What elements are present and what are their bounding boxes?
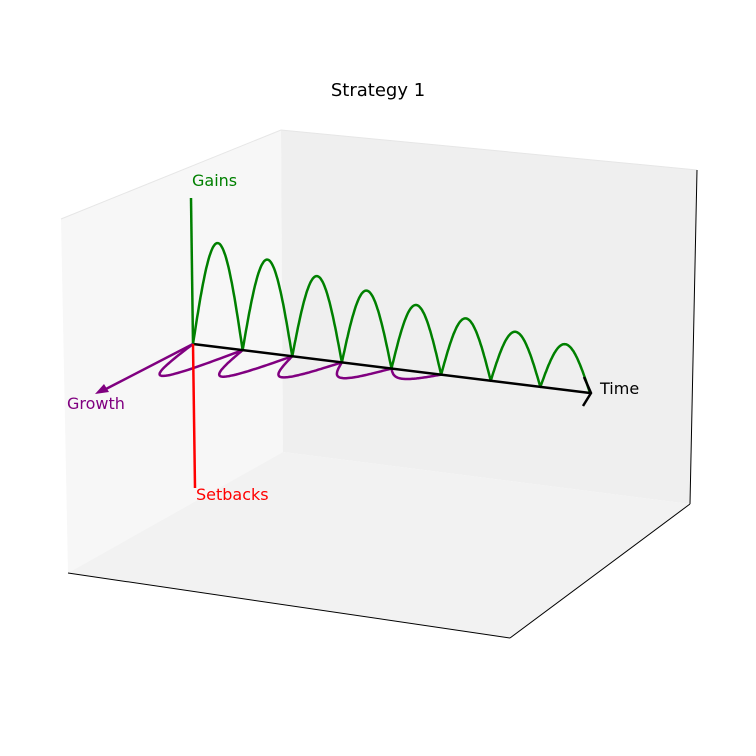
setbacks-axis-line	[191, 343, 197, 489]
axis-arrows	[95, 197, 593, 489]
axes-panes	[60, 129, 698, 639]
time-axis-arrowhead	[581, 376, 593, 407]
back-pane	[281, 130, 697, 504]
series-line-1	[158, 343, 442, 381]
gains-axis-line	[189, 197, 195, 345]
left-pane	[61, 130, 283, 573]
growth-axis-line	[103, 342, 194, 392]
floor-pane	[68, 452, 690, 638]
growth-axis-label: Growth	[67, 394, 125, 413]
growth-axis-arrowhead	[95, 384, 109, 394]
chart-title: Strategy 1	[331, 80, 425, 101]
pane-edge-floor-front	[67, 572, 511, 639]
time-axis-line	[192, 342, 591, 395]
time-axis-label: Time	[599, 379, 639, 398]
setbacks-axis-label: Setbacks	[196, 485, 269, 504]
pane-edge-top	[60, 129, 698, 220]
pane-edge-floor-right	[509, 503, 691, 639]
gains-axis-label: Gains	[192, 171, 237, 190]
pane-edge-back-right	[689, 169, 698, 505]
